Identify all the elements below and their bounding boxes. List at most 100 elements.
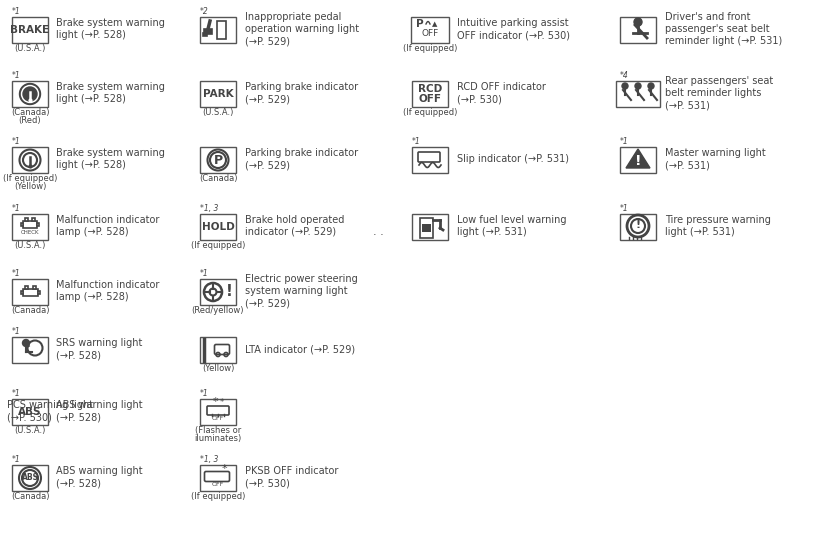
Text: (Canada): (Canada) xyxy=(11,108,50,117)
Text: Malfunction indicator
lamp (→P. 528): Malfunction indicator lamp (→P. 528) xyxy=(56,215,160,237)
Bar xyxy=(12,279,48,305)
Text: (U.S.A.): (U.S.A.) xyxy=(14,44,45,53)
Bar xyxy=(20,291,23,293)
FancyBboxPatch shape xyxy=(204,472,229,482)
Text: (Yellow): (Yellow) xyxy=(202,364,234,373)
Text: (Red/yellow): (Red/yellow) xyxy=(192,306,244,315)
Text: Brake system warning
light (→P. 528): Brake system warning light (→P. 528) xyxy=(56,82,165,104)
Text: *2: *2 xyxy=(200,7,209,16)
Bar xyxy=(412,81,448,107)
Text: *1: *1 xyxy=(12,137,21,146)
Text: *1: *1 xyxy=(12,269,21,278)
Bar xyxy=(620,147,656,173)
Bar xyxy=(37,222,39,226)
Text: Brake system warning
light (→P. 528): Brake system warning light (→P. 528) xyxy=(56,148,165,170)
Circle shape xyxy=(634,18,642,26)
Bar xyxy=(620,214,656,240)
Text: *1: *1 xyxy=(12,71,21,80)
Text: RCD: RCD xyxy=(417,84,442,94)
Text: *1: *1 xyxy=(620,204,629,213)
Text: P: P xyxy=(416,19,424,29)
FancyBboxPatch shape xyxy=(418,152,440,162)
Text: *1: *1 xyxy=(620,137,629,146)
Bar xyxy=(412,214,448,240)
Text: Intuitive parking assist
OFF indicator (→P. 530): Intuitive parking assist OFF indicator (… xyxy=(457,18,570,40)
Bar xyxy=(616,81,660,107)
Text: !: ! xyxy=(635,220,641,230)
Text: OFF: OFF xyxy=(212,416,224,421)
Bar xyxy=(200,465,236,491)
Circle shape xyxy=(19,83,40,105)
Bar xyxy=(12,399,48,425)
Bar xyxy=(21,222,23,226)
Bar xyxy=(620,17,656,43)
Text: Slip indicator (→P. 531): Slip indicator (→P. 531) xyxy=(457,154,569,164)
Text: ABS: ABS xyxy=(18,407,42,417)
Text: OFF: OFF xyxy=(212,482,224,487)
Circle shape xyxy=(622,83,628,89)
Text: Inappropriate pedal
operation warning light
(→P. 529): Inappropriate pedal operation warning li… xyxy=(245,12,360,46)
Bar xyxy=(200,279,236,305)
Text: PCS warning light
(→P. 530): PCS warning light (→P. 530) xyxy=(7,400,93,422)
Bar xyxy=(422,224,431,232)
Bar xyxy=(200,337,236,363)
Text: Brake hold operated
indicator (→P. 529): Brake hold operated indicator (→P. 529) xyxy=(245,215,344,237)
Text: *1: *1 xyxy=(12,327,21,336)
Text: (Canada): (Canada) xyxy=(11,306,50,315)
Text: Parking brake indicator
(→P. 529): Parking brake indicator (→P. 529) xyxy=(245,82,358,104)
Bar xyxy=(200,17,236,43)
Text: *1: *1 xyxy=(12,455,21,464)
Text: (U.S.A.): (U.S.A.) xyxy=(14,426,45,435)
Bar xyxy=(200,399,236,425)
Text: Malfunction indicator
lamp (→P. 528): Malfunction indicator lamp (→P. 528) xyxy=(56,280,160,302)
Text: BRAKE: BRAKE xyxy=(10,25,50,35)
Bar xyxy=(411,17,449,43)
Text: ABS: ABS xyxy=(22,474,39,483)
Text: *: * xyxy=(221,464,227,474)
Text: (Flashes or: (Flashes or xyxy=(195,426,241,435)
Text: (If equipped): (If equipped) xyxy=(403,44,457,53)
Text: PARK: PARK xyxy=(202,89,234,99)
Text: (Yellow): (Yellow) xyxy=(13,181,46,190)
Text: Master warning light
(→P. 531): Master warning light (→P. 531) xyxy=(665,148,766,170)
Text: OFF: OFF xyxy=(422,30,438,39)
Text: LTA indicator (→P. 529): LTA indicator (→P. 529) xyxy=(245,344,355,354)
Text: P: P xyxy=(213,153,223,166)
Text: *1: *1 xyxy=(12,204,21,213)
Bar xyxy=(38,291,39,293)
Text: (If equipped): (If equipped) xyxy=(191,492,245,501)
Text: CHECK: CHECK xyxy=(21,231,39,236)
Bar xyxy=(12,214,48,240)
Bar xyxy=(12,17,48,43)
Text: SRS warning light
(→P. 528): SRS warning light (→P. 528) xyxy=(56,338,142,360)
Text: (Canada): (Canada) xyxy=(11,492,50,501)
Text: Brake system warning
light (→P. 528): Brake system warning light (→P. 528) xyxy=(56,18,165,40)
Text: (If equipped): (If equipped) xyxy=(3,174,57,183)
Bar xyxy=(12,337,48,363)
Text: Driver's and front
passenger's seat belt
reminder light (→P. 531): Driver's and front passenger's seat belt… xyxy=(665,12,782,46)
Text: OFF: OFF xyxy=(418,94,442,104)
Text: *: * xyxy=(220,399,224,408)
Text: *1: *1 xyxy=(12,389,21,398)
Text: PKSB OFF indicator
(→P. 530): PKSB OFF indicator (→P. 530) xyxy=(245,466,339,488)
Bar xyxy=(200,147,236,173)
Bar xyxy=(32,218,35,221)
Text: *1: *1 xyxy=(200,389,209,398)
Circle shape xyxy=(648,83,654,89)
Bar xyxy=(200,214,236,240)
Text: (Red): (Red) xyxy=(18,115,41,124)
Bar xyxy=(33,286,35,288)
Text: RCD OFF indicator
(→P. 530): RCD OFF indicator (→P. 530) xyxy=(457,82,546,104)
Text: *1: *1 xyxy=(12,7,21,16)
Bar xyxy=(25,218,28,221)
Circle shape xyxy=(23,87,37,101)
Text: Tire pressure warning
light (→P. 531): Tire pressure warning light (→P. 531) xyxy=(665,215,771,237)
Text: *: * xyxy=(213,397,218,407)
Bar xyxy=(12,465,48,491)
Polygon shape xyxy=(626,149,650,168)
Text: (U.S.A.): (U.S.A.) xyxy=(202,108,234,117)
Bar xyxy=(217,21,226,39)
Circle shape xyxy=(23,339,29,347)
Text: (Canada): (Canada) xyxy=(199,174,237,183)
Text: (If equipped): (If equipped) xyxy=(403,108,457,117)
